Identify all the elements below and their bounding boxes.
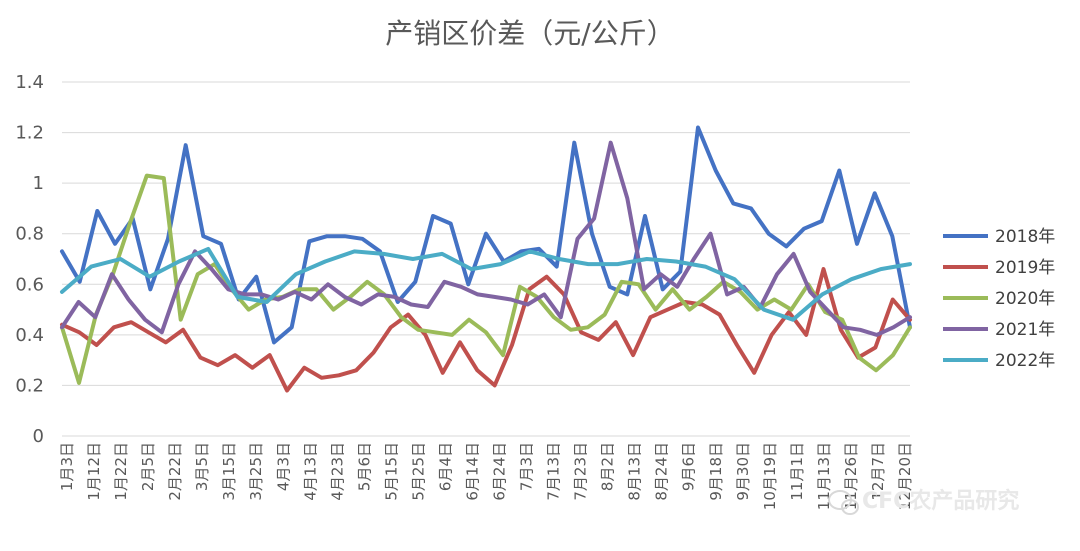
x-tick-label: 6月4日 [436,442,454,491]
x-tick-label: 4月23日 [328,442,346,501]
legend: 2018年 2019年 2020年 2021年 2022年 [943,227,1055,371]
x-tick-label: 3月15日 [220,442,238,501]
y-tick-label: 1.4 [15,72,44,93]
series-line-2022年 [60,246,912,322]
x-tick-label: 5月6日 [355,442,373,491]
legend-label: 2019年 [995,258,1055,278]
x-tick-label: 5月15日 [382,442,400,501]
x-tick-label: 3月5日 [193,442,211,491]
y-tick-label: 0.2 [15,375,44,396]
y-tick-label: 0 [33,426,44,447]
x-axis-ticks: 1月3日 1月12日 1月22日 2月5日 2月22日 3月5日 3月15日 3月25日 4月3… [58,442,914,510]
x-tick-label: 7月13日 [545,442,563,501]
x-tick-label: 2月22日 [166,442,184,501]
y-tick-label: 1 [33,173,44,194]
legend-label: 2021年 [995,320,1055,340]
series-lines [60,125,912,393]
watermark-text: CFC农产品研究 [862,488,1019,514]
legend-label: 2022年 [995,351,1055,371]
y-tick-label: 0.4 [15,325,44,346]
x-tick-label: 9月30日 [734,442,752,501]
x-tick-label: 9月6日 [680,442,698,491]
x-tick-label: 6月14日 [463,442,481,501]
x-tick-label: 9月18日 [707,442,725,501]
x-tick-label: 8月24日 [653,442,671,501]
x-tick-label: 12月7日 [869,442,887,501]
x-tick-label: 2月5日 [139,442,157,491]
series-line-2018年 [60,125,912,345]
series-line-2020年 [60,173,912,385]
x-tick-label: 4月3日 [274,442,292,491]
x-tick-label: 1月12日 [85,442,103,501]
x-tick-label: 7月23日 [572,442,590,501]
chart-title: 产销区价差（元/公斤） [385,17,674,50]
x-tick-label: 4月13日 [301,442,319,501]
watermark: CFC农产品研究 [828,488,1019,515]
y-tick-label: 0.8 [15,224,44,245]
wechat-icon [828,490,859,515]
x-tick-label: 5月25日 [409,442,427,501]
series-line-2019年 [60,267,912,393]
x-tick-label: 6月24日 [491,442,509,501]
x-tick-label: 8月2日 [599,442,617,491]
x-tick-label: 12月20日 [896,442,914,510]
series-line-2021年 [60,140,912,337]
x-tick-label: 1月3日 [58,442,76,491]
y-axis-ticks: 0 0.2 0.4 0.6 0.8 1 1.2 1.4 [15,72,44,447]
y-tick-label: 1.2 [15,123,44,144]
y-tick-label: 0.6 [15,274,44,295]
x-tick-label: 11月13日 [815,442,833,510]
x-tick-label: 7月3日 [518,442,536,491]
x-tick-label: 3月25日 [247,442,265,501]
x-tick-label: 11月1日 [788,442,806,501]
x-tick-label: 10月19日 [761,442,779,510]
legend-label: 2018年 [995,227,1055,247]
x-tick-label: 8月13日 [626,442,644,501]
legend-label: 2020年 [995,289,1055,309]
x-tick-label: 1月22日 [112,442,130,501]
